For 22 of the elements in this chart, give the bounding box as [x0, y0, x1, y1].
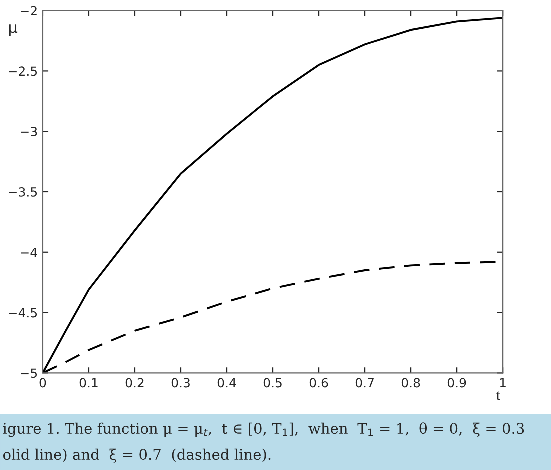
text: igure 1. The function μ = μ$_{t}$, t ∈ [0, T$_{1}$], when T$_{1}$ = 1, θ = 0, ξ = 0.3 [3, 422, 524, 438]
y-tick-label: −2.5 [9, 66, 38, 76]
x-tick-label: 0.8 [402, 378, 420, 388]
x-tick-label: 0.1 [80, 378, 98, 388]
y-tick-label: −4.5 [9, 308, 38, 318]
y-tick-label: −3.5 [9, 187, 38, 197]
x-tick-label: 1 [500, 378, 506, 388]
text: olid line) and ξ = 0.7 (dashed line). [3, 448, 271, 463]
x-tick-label: 0.6 [310, 378, 328, 388]
x-axis-title: t [496, 391, 500, 400]
x-tick-label: 0.5 [264, 378, 282, 388]
y-axis-title: μ [10, 24, 18, 36]
y-tick-label: −5 [21, 368, 38, 378]
x-tick-label: 0.9 [448, 378, 466, 388]
x-tick-label: 0.7 [356, 378, 374, 388]
y-tick-label: −3 [21, 127, 38, 137]
x-tick-label: 0 [40, 378, 46, 388]
x-tick-label: 0.3 [172, 378, 190, 388]
x-tick-label: 0.4 [218, 378, 236, 388]
x-tick-label: 0.2 [126, 378, 144, 388]
y-tick-label: −4 [21, 248, 38, 258]
y-tick-label: −2 [21, 6, 37, 16]
